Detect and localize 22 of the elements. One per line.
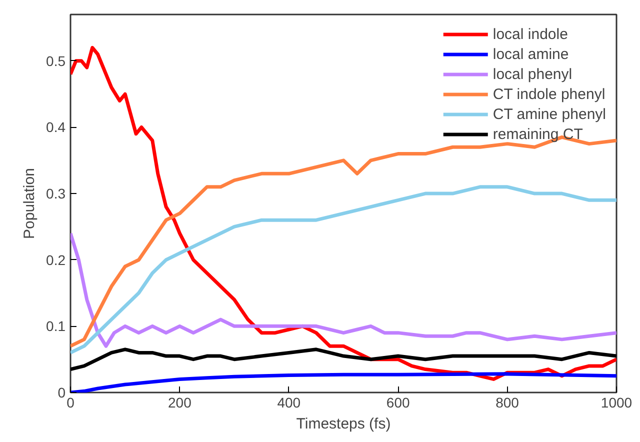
legend-label: CT amine phenyl [492,105,606,123]
y-tick-label: 0.3 [46,186,66,202]
legend-label: CT indole phenyl [492,85,606,103]
line-series [70,185,616,354]
legend-label: remaining CT [492,125,583,143]
y-tick-label: 0.1 [46,318,66,334]
y-tick-label: 0.2 [46,252,66,268]
legend-label: local indole [492,25,568,43]
x-tick-label: 200 [168,394,192,410]
y-tick-label: 0.5 [46,52,66,69]
x-tick-label: 1000 [600,394,632,410]
legend-label: local phenyl [492,65,572,83]
x-tick-label: 600 [386,394,410,410]
x-tick-label: 800 [496,394,520,410]
y-axis-title: Population [21,168,38,239]
line-series [70,348,616,372]
x-axis-title: Timesteps (fs) [296,416,391,432]
line-series [70,232,616,348]
legend-label: local amine [492,45,569,63]
y-tick-label: 0.4 [46,119,66,136]
x-tick-label: 400 [277,394,301,410]
y-tick-label: 0 [58,384,66,400]
